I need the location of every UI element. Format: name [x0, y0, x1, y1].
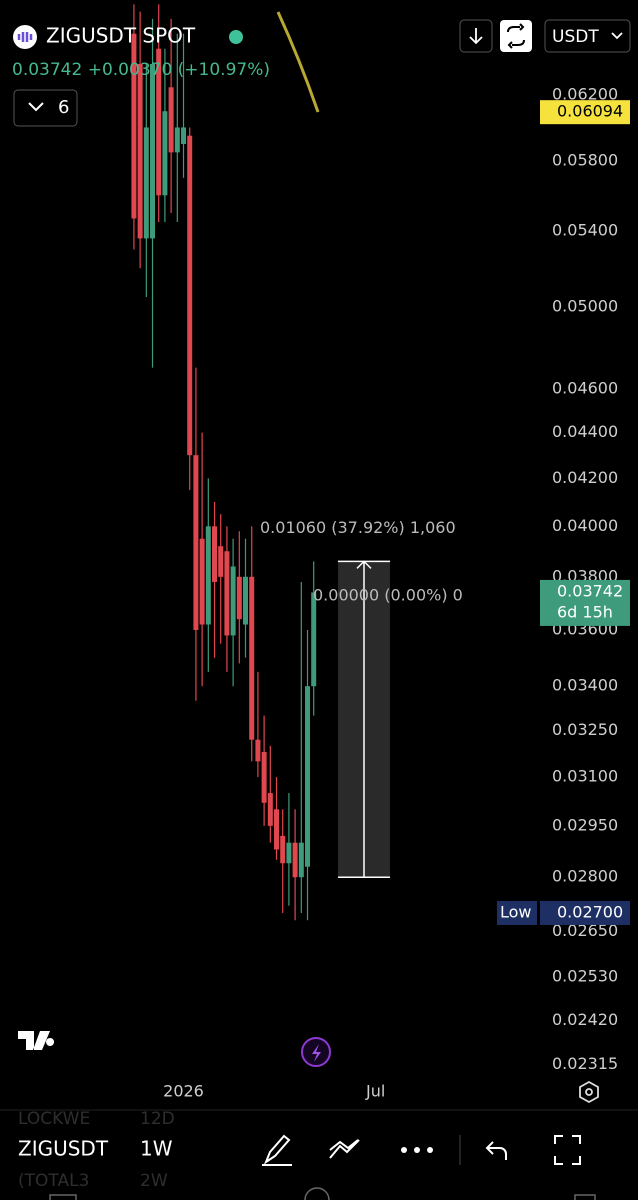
candle-body: [249, 576, 255, 740]
tv-logo: [18, 1031, 55, 1050]
y-tick-label: 0.02650: [552, 921, 618, 940]
chevron: [28, 102, 44, 112]
candle-body: [267, 793, 273, 826]
quote: USDT: [552, 27, 599, 47]
undo-button[interactable]: [485, 1141, 507, 1160]
tag-badge: [497, 900, 537, 925]
plot: 0.06200 0.05800 0.05400 0.05000 0.04600 0.044…: [131, 4, 630, 1101]
quote-select[interactable]: [544, 19, 631, 53]
measure-label: 0.01060 (37.92%) 1,060: [260, 518, 456, 537]
candle-body: [131, 33, 137, 219]
measure-zero-label: 0.00000 (0.00%) 0: [313, 586, 463, 605]
ghost-row: (TOTAL3: [18, 1171, 89, 1191]
y-tick-label: 0.02800: [552, 867, 618, 886]
candle-body: [205, 526, 211, 625]
candle-body: [199, 538, 205, 625]
candle-body: [298, 842, 304, 878]
more-button[interactable]: [401, 1147, 433, 1153]
candle-body: [274, 809, 280, 850]
tag-label: Low: [500, 902, 532, 921]
y-tick-label: 0.05800: [552, 150, 618, 169]
candle-body: [261, 752, 267, 803]
y-tick-label: 0.02530: [552, 966, 618, 985]
candle-body: [162, 111, 168, 196]
countdown: 6d 15h: [557, 602, 613, 621]
candle-body: [236, 576, 242, 620]
price-badge-label: 0.03742: [557, 581, 623, 600]
y-tick-label: 0.05400: [552, 221, 618, 240]
candle-body: [218, 546, 224, 577]
toolbar-symbol[interactable]: ZIGUSDT: [18, 1137, 109, 1161]
price-badge-label: 0.02700: [557, 902, 623, 921]
candle-body: [181, 127, 187, 144]
candle-body: [286, 842, 292, 864]
indicator-curve: [276, 11, 320, 113]
y-tick-label: 0.02420: [552, 1010, 618, 1029]
settings-icon[interactable]: [579, 1080, 599, 1104]
x-tick-label: 2026: [163, 1082, 204, 1101]
coin-icon: [13, 25, 37, 49]
change-pct: (+10.97%): [178, 60, 270, 80]
candle-body: [305, 686, 311, 867]
fullscreen-button[interactable]: [554, 1135, 581, 1165]
candle-body: [143, 127, 149, 239]
y-tick-label: 0.03250: [552, 720, 618, 739]
y-tick-label: 0.06200: [552, 85, 618, 104]
candle-body: [255, 739, 261, 762]
price-badge-label: 0.06094: [557, 102, 623, 121]
candle-body: [243, 576, 249, 625]
y-tick-label: 0.04200: [552, 468, 618, 487]
price-change: 0.03742 +0.00370 (+10.97%): [12, 60, 270, 80]
candle-body: [137, 63, 143, 239]
change: +0.00370: [88, 60, 173, 80]
symbol: ZIGUSDT SPOT: [46, 24, 196, 48]
candle-body: [156, 48, 162, 196]
y-tick-label: 0.05000: [552, 296, 618, 315]
y-tick-label: 0.02315: [552, 1054, 618, 1073]
y-tick-label: 0.04400: [552, 422, 618, 441]
candle-body: [224, 551, 230, 636]
ghost-row: LOCKWE: [18, 1109, 90, 1129]
candle-body: [193, 455, 199, 630]
x-tick-label: Jul: [365, 1082, 385, 1101]
live-dot: [229, 30, 243, 44]
y-tick-label: 0.04000: [552, 516, 618, 535]
y-tick-label: 0.04600: [552, 378, 618, 397]
candle-body: [174, 127, 180, 153]
chevron: [611, 32, 623, 40]
candle-body: [292, 842, 298, 878]
ghost-row: 12D: [140, 1109, 175, 1129]
candle-body: [311, 592, 317, 687]
candle-body: [280, 835, 286, 864]
candle-body: [230, 566, 236, 636]
indicators-count: 6: [58, 97, 69, 118]
price-badge: [540, 900, 630, 925]
price-badge: [540, 579, 630, 626]
lines-tool[interactable]: [329, 1139, 360, 1159]
sync-button[interactable]: [500, 20, 532, 52]
candle-body: [150, 63, 156, 239]
candle-body: [212, 526, 218, 582]
measure-arrow: [356, 560, 372, 878]
sync-icon: [507, 23, 525, 49]
price-badge: [540, 100, 630, 125]
bottom-nav-peek: [49, 1187, 596, 1200]
y-tick-label: 0.03400: [552, 676, 618, 695]
coin-icon-bars: [17, 32, 33, 42]
candle-body: [168, 87, 174, 153]
ghost-row: 2W: [140, 1171, 168, 1191]
candle-body: [187, 135, 193, 456]
toolbar-interval[interactable]: 1W: [140, 1137, 173, 1161]
flash-icon: [312, 1044, 321, 1062]
settings-icon-dot: [585, 1088, 593, 1096]
download-icon: [469, 28, 483, 45]
indicators-toggle[interactable]: [13, 89, 78, 127]
y-tick-label: 0.03100: [552, 767, 618, 786]
price: 0.03742: [12, 60, 82, 80]
y-tick-label: 0.02950: [552, 815, 618, 834]
draw-tool[interactable]: [262, 1134, 292, 1166]
